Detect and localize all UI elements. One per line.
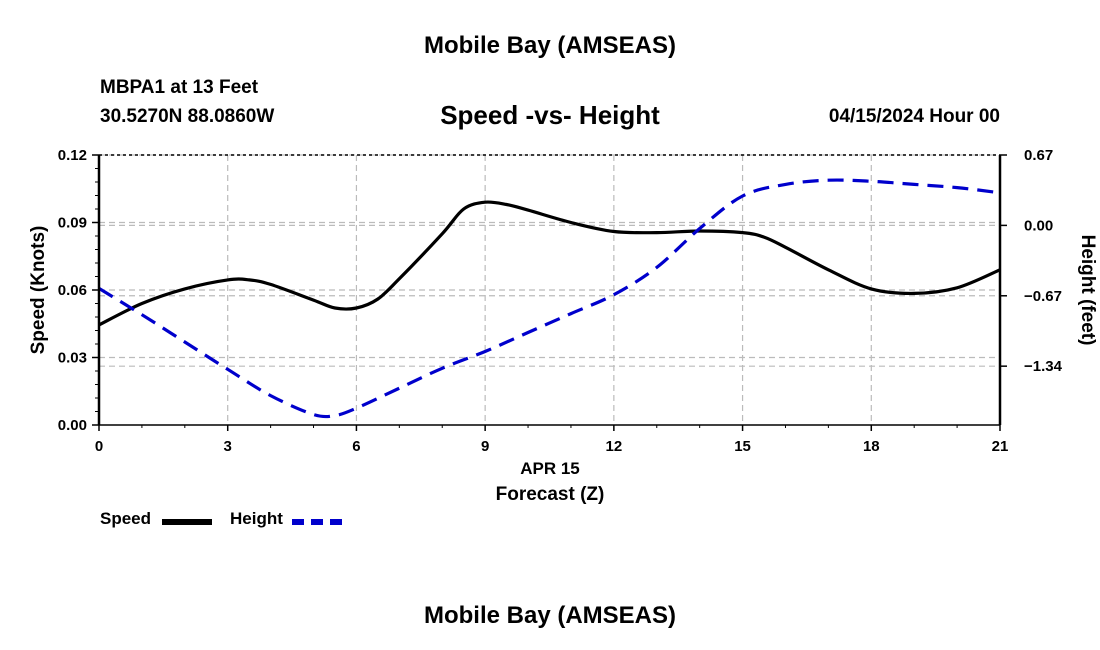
- x-tick-label: 6: [352, 438, 360, 455]
- y-tick-label: 0.09: [58, 215, 87, 232]
- axis-ticks: 0 3 6 9 12 15 18 21 0.00 0.03 0.06 0.09 0.12 0.67 0.00…: [58, 147, 1063, 455]
- y-tick-label: 0.12: [58, 147, 87, 164]
- station-label: MBPA1 at 13 Feet: [100, 77, 259, 98]
- run-time: 04/15/2024 Hour 00: [828, 106, 1000, 127]
- y2-tick-label: 0.67: [1024, 147, 1053, 164]
- footer-title: Mobile Bay (AMSEAS): [423, 602, 677, 629]
- x-tick-label: 3: [224, 438, 232, 455]
- station-coords: 30.5270N 88.0860W: [100, 106, 275, 127]
- chart-title: Speed -vs- Height: [440, 100, 660, 130]
- y2-tick-label: 0.00: [1024, 217, 1053, 234]
- speed-height-chart: 0 3 6 9 12 15 18 21 0.00 0.03 0.06 0.09 0.12 0.67 0.00…: [28, 147, 1098, 505]
- axes-frame: [97, 154, 1002, 426]
- x-axis-date-label: APR 15: [520, 459, 580, 478]
- y2-tick-label: −0.67: [1024, 288, 1062, 305]
- x-axis-title: Forecast (Z): [496, 484, 605, 505]
- x-tick-label: 12: [606, 438, 623, 455]
- x-tick-label: 15: [734, 438, 751, 455]
- legend-speed-label: Speed: [100, 509, 152, 528]
- legend-speed-swatch: [162, 519, 212, 525]
- x-tick-label: 21: [992, 438, 1009, 455]
- y2-axis-title: Height (feet): [1077, 235, 1098, 346]
- y-tick-label: 0.06: [58, 282, 87, 299]
- legend: Speed Height: [100, 509, 400, 531]
- legend-height-swatch: [292, 519, 342, 525]
- data-series: [98, 178, 1001, 419]
- grid-lines: [99, 154, 1000, 425]
- y-axis-title: Speed (Knots): [28, 226, 49, 355]
- y2-tick-label: −1.34: [1024, 358, 1063, 375]
- x-tick-label: 9: [481, 438, 489, 455]
- x-tick-label: 0: [95, 438, 103, 455]
- main-title: Mobile Bay (AMSEAS): [423, 32, 677, 59]
- series-line-height: [98, 178, 1001, 419]
- legend-height-label: Height: [230, 509, 283, 528]
- x-tick-label: 18: [863, 438, 880, 455]
- y-tick-label: 0.00: [58, 417, 87, 434]
- series-line-speed: [98, 200, 1001, 327]
- y-tick-label: 0.03: [58, 350, 87, 367]
